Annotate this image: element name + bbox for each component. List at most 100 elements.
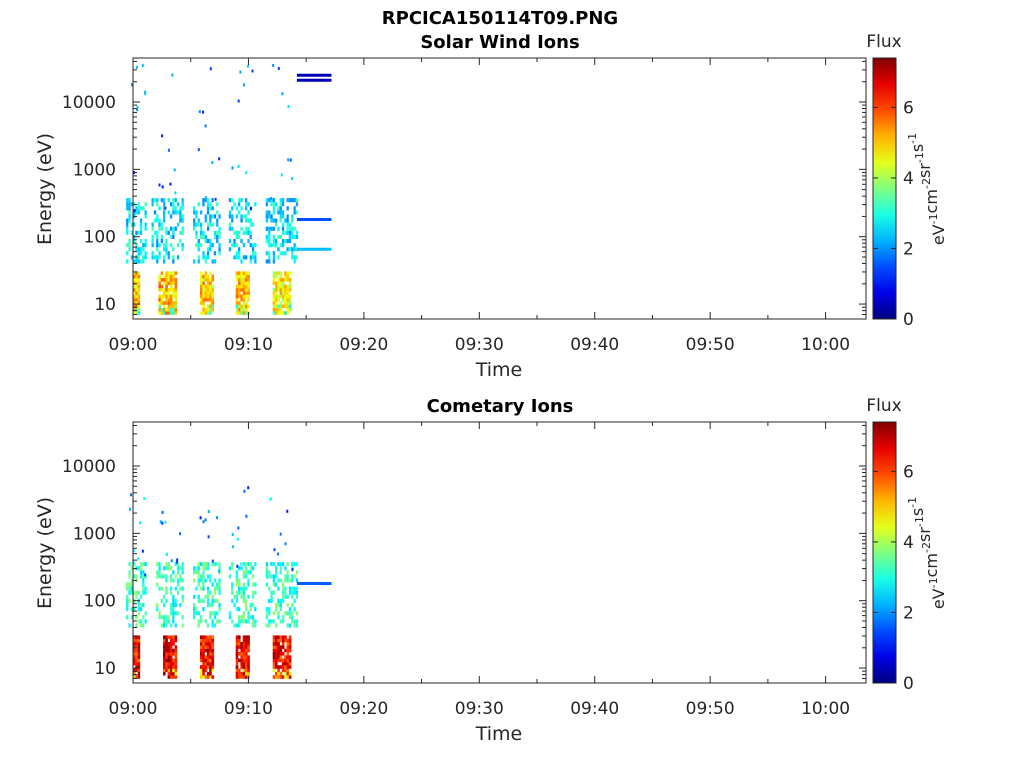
spectrogram-cell xyxy=(275,665,278,669)
spectrogram-cell xyxy=(126,598,129,603)
spectrogram-cell xyxy=(160,234,163,239)
spectrogram-point xyxy=(204,124,207,128)
spectrogram-cell xyxy=(167,311,171,315)
spectrogram-cell xyxy=(211,645,215,649)
spectrogram-cell xyxy=(169,288,173,292)
spectrogram-cell xyxy=(247,668,250,673)
spectrogram-cell xyxy=(216,234,219,239)
spectrogram-point xyxy=(289,158,292,162)
spectrogram-cell xyxy=(163,668,166,673)
spectrogram-cell xyxy=(288,247,292,252)
spectrogram-cell xyxy=(270,214,273,219)
spectrogram-cell xyxy=(156,218,159,223)
spectrogram-cell xyxy=(142,623,145,628)
spectrogram-cell xyxy=(151,198,154,203)
spectrogram-cell xyxy=(200,278,203,282)
spectrogram-cell xyxy=(272,311,276,315)
spectrogram-cell xyxy=(293,247,296,252)
spectrogram-cell xyxy=(151,234,154,239)
spectrogram-cell xyxy=(288,294,292,299)
spectrogram-cell xyxy=(247,226,250,231)
spectrogram-cell xyxy=(165,278,168,282)
colorbar-tick-label: 6 xyxy=(903,462,914,482)
spectrogram-point xyxy=(280,173,283,177)
spectrogram-cell xyxy=(281,598,285,603)
spectrogram-cell xyxy=(281,288,285,292)
spectrogram-cell xyxy=(204,198,207,203)
spectrogram-cell xyxy=(200,234,203,239)
spectrogram-cell xyxy=(218,234,221,239)
spectrogram-cell xyxy=(126,218,129,223)
spectrogram-cell xyxy=(151,251,154,256)
spectrogram-cell xyxy=(156,202,159,207)
spectrogram-cell xyxy=(193,259,196,264)
spectrogram-cell xyxy=(202,598,205,603)
spectrogram-cell xyxy=(245,661,248,666)
spectrogram-cell xyxy=(268,598,271,603)
spectrogram-cell xyxy=(209,247,212,252)
spectrogram-cell xyxy=(151,222,154,227)
spectrogram-cell xyxy=(218,566,221,571)
spectrogram-cell xyxy=(202,665,205,669)
spectrogram-cell xyxy=(209,665,212,669)
spectrogram-cell xyxy=(216,619,219,624)
spectrogram-cell xyxy=(202,582,205,587)
spectrogram-cell xyxy=(216,202,219,207)
spectrogram-cell xyxy=(179,206,182,211)
spectrogram-cell xyxy=(286,658,290,663)
spectrogram-cell xyxy=(126,230,129,235)
spectrogram-cell xyxy=(288,234,292,239)
spectrogram-cell xyxy=(197,611,200,616)
spectrogram-cell xyxy=(165,652,168,656)
spectrogram-point xyxy=(237,164,240,168)
spectrogram-cell xyxy=(197,566,200,571)
spectrogram-cell xyxy=(172,648,175,653)
spectrogram-cell xyxy=(265,251,268,256)
spectrogram-cell xyxy=(202,668,205,673)
spectrogram-cell xyxy=(218,586,221,591)
spectrogram-point xyxy=(272,64,275,67)
spectrogram-cell xyxy=(165,578,168,583)
spectrogram-cell xyxy=(265,615,268,620)
spectrogram-cell xyxy=(288,590,292,595)
spectrogram-cell xyxy=(169,281,173,285)
spectrogram-cell xyxy=(281,638,285,643)
spectrogram-cell xyxy=(144,251,147,256)
spectrogram-cell xyxy=(284,284,287,289)
spectrogram-cell xyxy=(247,661,250,666)
spectrogram-cell xyxy=(204,255,207,260)
spectrogram-cell xyxy=(195,607,198,612)
spectrogram-cell xyxy=(286,645,290,649)
spectrogram-point xyxy=(243,83,245,87)
spectrogram-cell xyxy=(275,655,278,659)
spectrogram-cell xyxy=(265,562,268,567)
spectrogram-cell xyxy=(169,675,173,679)
spectrogram-cell xyxy=(211,243,214,248)
spectrogram-cell xyxy=(277,255,280,260)
x-tick-label: 09:30 xyxy=(455,699,504,719)
spectrogram-cell xyxy=(206,598,210,603)
spectrogram-point xyxy=(173,168,176,172)
spectrogram-cell xyxy=(163,202,166,207)
plot-frame xyxy=(132,421,867,684)
spectrogram-cell xyxy=(265,202,268,207)
spectrogram-cell xyxy=(174,675,178,679)
spectrogram-cell xyxy=(247,642,250,646)
spectrogram-cell xyxy=(277,562,280,567)
spectrogram-cell xyxy=(200,671,203,676)
spectrogram-cell xyxy=(139,259,143,264)
spectrogram-cell xyxy=(286,661,290,666)
spectrogram-cell xyxy=(249,259,252,264)
spectrogram-cell xyxy=(272,202,275,207)
spectrogram-cell xyxy=(268,226,271,231)
spectrogram-cell xyxy=(202,661,205,666)
spectrogram-cell xyxy=(200,668,203,673)
spectrogram-cell xyxy=(245,271,248,275)
spectrogram-cell xyxy=(247,288,250,292)
spectrogram-cell xyxy=(275,607,278,612)
spectrogram-cell xyxy=(272,278,276,282)
spectrogram-cell xyxy=(295,578,299,583)
spectrogram-cell xyxy=(281,675,285,679)
